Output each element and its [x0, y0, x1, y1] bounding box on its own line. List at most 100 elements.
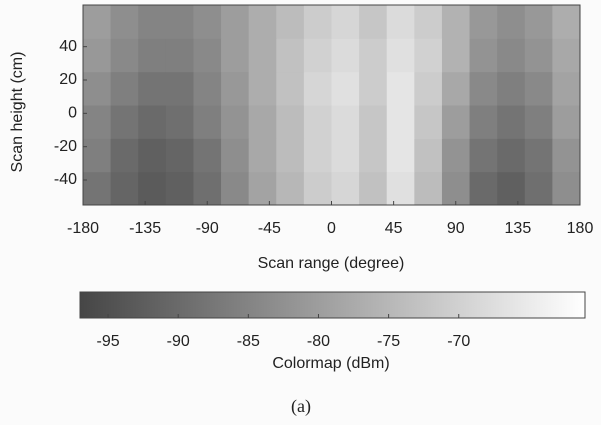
heat-cell [441, 171, 471, 206]
heat-cell [441, 105, 471, 139]
y-tick-label: -40 [54, 171, 77, 188]
heat-cell [386, 38, 415, 73]
heat-cell [386, 105, 415, 139]
heat-cell [441, 38, 471, 73]
colorbar-tick-label: -90 [167, 333, 190, 350]
x-tick-label: 135 [505, 220, 532, 237]
heat-cell [359, 5, 388, 39]
heat-cell [248, 71, 277, 106]
heat-cell [276, 138, 305, 173]
y-tick-label: -20 [54, 138, 77, 155]
x-tick-label: 0 [327, 220, 336, 237]
heat-cell [110, 5, 139, 39]
heat-cell [83, 105, 112, 139]
x-tick-label: -45 [258, 220, 281, 237]
heat-cell [524, 5, 553, 39]
heat-cell [524, 138, 553, 173]
colorbar [79, 291, 586, 319]
heat-cell [331, 105, 360, 139]
heat-cell [414, 38, 443, 73]
heat-cell [303, 105, 332, 139]
heat-cell [193, 138, 222, 173]
heat-cell [110, 71, 139, 106]
heat-cell [524, 71, 553, 106]
heat-cell [83, 38, 112, 73]
heat-cell [414, 71, 443, 106]
heat-cell [524, 105, 553, 139]
colorbar-tick-label: -95 [96, 333, 119, 350]
heat-cell [110, 138, 139, 173]
heat-cell [138, 171, 167, 206]
heat-cell [359, 171, 388, 206]
x-tick-label: 45 [385, 220, 403, 237]
heat-cell [138, 138, 167, 173]
heat-cell [83, 171, 112, 206]
heat-cell [331, 38, 360, 73]
heat-cell [552, 138, 581, 173]
heat-cell [552, 38, 581, 73]
heat-cell [110, 38, 139, 73]
heat-cell [221, 5, 250, 39]
heat-cell [552, 5, 581, 39]
heat-cell [524, 171, 553, 206]
heat-cell [386, 71, 415, 106]
heat-cell [110, 105, 139, 139]
heat-cell [165, 38, 194, 73]
heat-cell [248, 138, 277, 173]
heat-cell [221, 138, 250, 173]
heat-cell [359, 138, 388, 173]
heat-cell [138, 5, 167, 39]
heat-cell [331, 171, 360, 206]
x-tick-label: -135 [129, 220, 161, 237]
heat-cell [193, 38, 222, 73]
heat-cell [552, 171, 581, 206]
heat-cell [414, 138, 443, 173]
heat-cell [110, 171, 139, 206]
heat-cell [221, 171, 250, 206]
heat-cell [138, 71, 167, 106]
caption: (a) [291, 396, 311, 417]
heat-cell [469, 105, 498, 139]
heat-cell [138, 38, 167, 73]
colorbar-tick-label: -85 [237, 333, 260, 350]
heat-cell [441, 5, 471, 39]
heat-cell [497, 105, 526, 139]
x-tick-label: 180 [567, 220, 594, 237]
heat-cell [276, 171, 305, 206]
x-tick-label: -180 [67, 220, 99, 237]
heat-cell [469, 5, 498, 39]
y-axis-label: Scan height (cm) [9, 52, 26, 173]
heat-cell [165, 138, 194, 173]
x-tick-label: 90 [447, 220, 465, 237]
heat-cell [276, 38, 305, 73]
x-tick-label: -90 [196, 220, 219, 237]
heat-cell [138, 105, 167, 139]
y-tick-label: 0 [68, 105, 77, 122]
heat-cell [165, 71, 194, 106]
heat-cell [331, 71, 360, 106]
heat-cell [524, 38, 553, 73]
heat-cell [248, 171, 277, 206]
heat-cell [386, 5, 415, 39]
heat-cell [497, 38, 526, 73]
heat-cell [414, 105, 443, 139]
heat-cell [414, 5, 443, 39]
heat-cell [276, 5, 305, 39]
heat-cell [441, 138, 471, 173]
heat-cell [193, 171, 222, 206]
heat-cell [83, 5, 112, 39]
heatmap [83, 5, 581, 206]
heat-cell [414, 171, 443, 206]
colorbar-label: Colormap (dBm) [272, 355, 389, 372]
heat-cell [441, 71, 471, 106]
y-tick-label: 20 [59, 71, 77, 88]
heat-cell [303, 138, 332, 173]
heat-cell [221, 105, 250, 139]
heat-cell [469, 171, 498, 206]
heat-cell [359, 71, 388, 106]
colorbar-tick-label: -75 [377, 333, 400, 350]
heat-cell [221, 71, 250, 106]
heat-cell [552, 71, 581, 106]
heat-cell [165, 5, 194, 39]
